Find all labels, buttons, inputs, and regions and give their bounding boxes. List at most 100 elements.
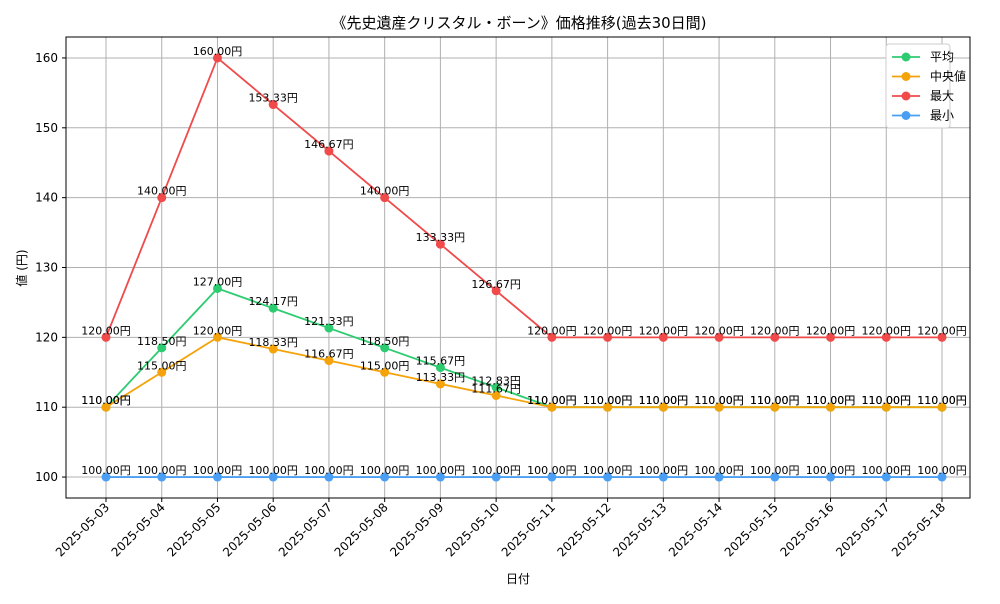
data-point — [324, 356, 334, 366]
data-point — [603, 472, 613, 482]
x-tick-label: 2025-05-08 — [332, 500, 391, 559]
data-point — [435, 239, 445, 249]
data-point — [491, 286, 501, 296]
data-point — [212, 332, 222, 342]
data-point — [491, 472, 501, 482]
legend-marker — [901, 72, 911, 81]
data-label: 100.00円 — [639, 464, 689, 477]
data-label: 120.00円 — [750, 324, 800, 337]
data-point — [937, 472, 947, 482]
data-point — [380, 343, 390, 353]
y-tick-label: 100 — [35, 470, 58, 484]
data-label: 100.00円 — [862, 464, 912, 477]
y-tick-label: 160 — [35, 51, 58, 65]
data-point — [435, 363, 445, 373]
data-label: 120.00円 — [917, 324, 967, 337]
x-tick-label: 2025-05-13 — [610, 500, 669, 559]
data-label: 118.33円 — [248, 336, 298, 349]
data-label: 110.00円 — [527, 394, 577, 407]
data-label: 116.67円 — [304, 348, 354, 361]
data-point — [268, 303, 278, 313]
data-label: 112.83円 — [471, 374, 521, 387]
data-label: 110.00円 — [583, 394, 633, 407]
data-point — [212, 283, 222, 293]
data-label: 110.00円 — [917, 394, 967, 407]
data-point — [157, 472, 167, 482]
y-tick-label: 120 — [35, 330, 58, 344]
data-label: 100.00円 — [193, 464, 243, 477]
data-point — [603, 402, 613, 412]
data-label: 110.00円 — [806, 394, 856, 407]
data-point — [212, 53, 222, 63]
data-label: 100.00円 — [917, 464, 967, 477]
series-line — [105, 336, 942, 409]
legend-label: 最大 — [930, 89, 954, 103]
data-point — [547, 332, 557, 342]
data-label: 115.00円 — [137, 359, 187, 372]
data-label: 100.00円 — [360, 464, 410, 477]
data-point — [157, 367, 167, 377]
y-tick-label: 140 — [35, 191, 58, 205]
y-tick-label: 110 — [35, 400, 58, 414]
x-tick-label: 2025-05-06 — [220, 500, 279, 559]
data-label: 100.00円 — [137, 464, 187, 477]
data-point — [881, 402, 891, 412]
data-label: 120.00円 — [81, 324, 131, 337]
data-label: 110.00円 — [81, 394, 131, 407]
data-label: 100.00円 — [750, 464, 800, 477]
series — [101, 53, 947, 482]
data-label: 110.00円 — [527, 394, 577, 407]
data-label: 100.00円 — [527, 464, 577, 477]
y-axis-label: 値 (円) — [14, 249, 29, 286]
data-label: 110.00円 — [583, 394, 633, 407]
x-tick-label: 2025-05-05 — [164, 500, 223, 559]
data-point — [881, 332, 891, 342]
x-tick-label: 2025-05-17 — [833, 500, 892, 559]
data-point — [491, 382, 501, 392]
data-point — [101, 472, 111, 482]
data-label: 111.67円 — [471, 383, 521, 396]
data-label: 160.00円 — [193, 45, 243, 58]
data-point — [380, 367, 390, 377]
data-label: 115.67円 — [416, 355, 466, 368]
data-point — [658, 332, 668, 342]
series-line — [105, 287, 942, 409]
data-label: 124.17円 — [248, 295, 298, 308]
data-point — [435, 379, 445, 389]
data-label: 110.00円 — [694, 394, 744, 407]
data-label: 118.50円 — [137, 335, 187, 348]
data-label: 146.67円 — [304, 138, 354, 151]
data-label: 120.00円 — [806, 324, 856, 337]
data-point — [937, 402, 947, 412]
data-point — [157, 193, 167, 203]
data-label: 113.33円 — [416, 371, 466, 384]
data-label: 140.00円 — [137, 185, 187, 198]
data-point — [212, 472, 222, 482]
data-label: 110.00円 — [862, 394, 912, 407]
data-label: 133.33円 — [416, 231, 466, 244]
legend-label: 平均 — [930, 50, 954, 64]
data-point — [770, 472, 780, 482]
data-label: 100.00円 — [806, 464, 856, 477]
data-point — [714, 332, 724, 342]
x-tick-label: 2025-05-16 — [777, 500, 836, 559]
x-tick-label: 2025-05-14 — [666, 500, 725, 559]
legend-marker — [901, 52, 911, 62]
data-label: 100.00円 — [304, 464, 354, 477]
x-tick-label: 2025-05-07 — [276, 500, 335, 559]
series-line — [105, 56, 942, 339]
data-label: 110.00円 — [81, 394, 131, 407]
data-point — [380, 472, 390, 482]
data-label: 110.00円 — [639, 394, 689, 407]
x-tick-label: 2025-05-12 — [555, 500, 614, 559]
data-label: 120.00円 — [193, 324, 243, 337]
data-label: 127.00円 — [193, 275, 243, 288]
legend-label: 中央値 — [930, 69, 966, 84]
data-label: 100.00円 — [471, 464, 521, 477]
data-point — [101, 402, 111, 412]
data-label: 100.00円 — [583, 464, 633, 477]
data-point — [547, 472, 557, 482]
data-point — [157, 343, 167, 353]
